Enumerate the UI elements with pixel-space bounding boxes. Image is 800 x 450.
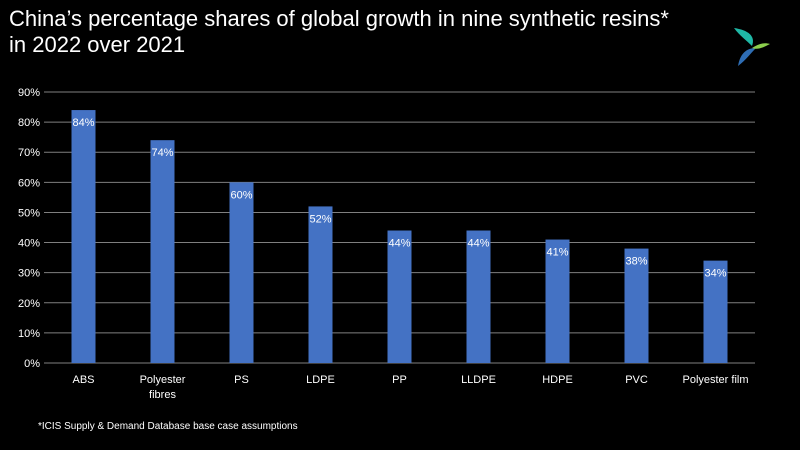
bars xyxy=(71,110,728,363)
x-category-label: Polyester fibres xyxy=(140,374,186,401)
data-label: 38% xyxy=(625,256,647,268)
data-label: 34% xyxy=(704,268,726,280)
bar xyxy=(150,140,175,363)
y-axis-ticks: 0% 10% 20% 30% 40% 50% 60% 70% 80% 90% xyxy=(18,87,40,370)
data-label: 52% xyxy=(309,213,331,225)
data-label: 41% xyxy=(546,247,568,259)
bar xyxy=(71,110,96,363)
x-category-label: LDPE xyxy=(306,374,335,386)
y-tick-label: 0% xyxy=(24,358,40,370)
logo-swoosh-teal xyxy=(734,28,754,46)
x-category-label: PVC xyxy=(625,374,648,386)
chart-title-line-1: China’s percentage shares of global grow… xyxy=(9,6,669,31)
y-tick-label: 40% xyxy=(18,238,40,250)
y-tick-label: 20% xyxy=(18,298,40,310)
bar xyxy=(387,230,412,363)
y-tick-label: 90% xyxy=(18,87,40,99)
y-tick-label: 50% xyxy=(18,207,40,219)
y-tick-label: 60% xyxy=(18,177,40,189)
chart-title-line-2: in 2022 over 2021 xyxy=(9,32,186,57)
data-label: 74% xyxy=(151,147,173,159)
logo-swoosh-green xyxy=(752,43,770,49)
data-label: 44% xyxy=(388,238,410,250)
data-labels: 84% 74% 60% 52% 44% 44% 41% 38% 34% xyxy=(72,117,726,280)
x-category-label: PS xyxy=(234,374,249,386)
y-tick-label: 30% xyxy=(18,268,40,280)
icis-logo-icon xyxy=(734,28,770,66)
data-label: 84% xyxy=(72,117,94,129)
bar xyxy=(545,239,570,363)
y-tick-label: 80% xyxy=(18,117,40,129)
logo-swoosh-blue xyxy=(738,48,756,66)
bar xyxy=(703,260,728,363)
footnote: *ICIS Supply & Demand Database base case… xyxy=(38,421,298,432)
x-category-label: HDPE xyxy=(542,374,573,386)
bar xyxy=(229,182,254,363)
bar xyxy=(624,248,649,363)
chart-title: China’s percentage shares of global grow… xyxy=(9,6,729,58)
y-tick-label: 10% xyxy=(18,328,40,340)
x-category-label: ABS xyxy=(72,374,94,386)
data-label: 60% xyxy=(230,189,252,201)
x-axis-categories: ABS Polyester fibres PS LDPE PP LLDPE HDPE PVC Po… xyxy=(72,374,748,401)
x-category-label: Polyester film xyxy=(682,374,748,386)
x-category-label: PP xyxy=(392,374,407,386)
data-label: 44% xyxy=(467,238,489,250)
bar xyxy=(308,206,333,363)
x-category-label: LLDPE xyxy=(461,374,496,386)
y-tick-label: 70% xyxy=(18,147,40,159)
bar xyxy=(466,230,491,363)
